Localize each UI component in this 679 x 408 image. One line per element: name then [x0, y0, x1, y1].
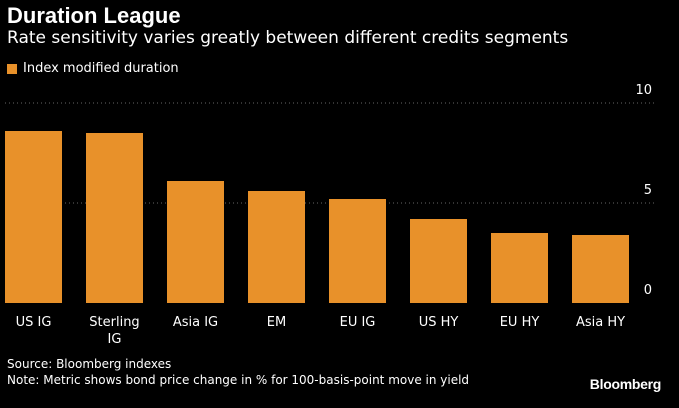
chart-subtitle: Rate sensitivity varies greatly between …	[7, 28, 569, 48]
bar-asia-ig	[167, 181, 224, 303]
legend-swatch	[7, 63, 17, 74]
x-tick-label-em: EM	[267, 315, 286, 330]
x-tick-label-eu-hy: EU HY	[500, 315, 540, 330]
x-tick-label-us-hy: US HY	[419, 315, 459, 330]
bar-us-hy	[410, 219, 467, 303]
x-tick-label-sterling-ig: Sterling IG	[89, 315, 139, 347]
bar-asia-hy	[572, 235, 629, 303]
y-tick-label-0: 0	[644, 283, 652, 298]
methodology-note: Note: Metric shows bond price change in …	[7, 373, 470, 387]
bloomberg-logo: Bloomberg	[589, 376, 662, 392]
legend: Index modified duration	[7, 61, 179, 76]
bar-layer	[5, 131, 629, 303]
y-tick-layer: 0 5 10	[635, 83, 652, 298]
x-tick-layer: US IG Sterling IG Asia IG EM EU IG US HY EU HY A…	[16, 315, 626, 347]
x-tick-label-asia-ig: Asia IG	[173, 315, 218, 330]
x-tick-label-asia-hy: Asia HY	[576, 315, 625, 330]
bar-em	[248, 191, 305, 303]
bar-eu-hy	[491, 233, 548, 303]
y-tick-label-10: 10	[635, 83, 652, 98]
bar-sterling-ig	[86, 133, 143, 303]
y-tick-label-5: 5	[644, 183, 652, 198]
chart-title: Duration League	[7, 3, 181, 28]
bar-eu-ig	[329, 199, 386, 303]
bar-us-ig	[5, 131, 62, 303]
x-tick-label-us-ig: US IG	[16, 315, 52, 330]
x-tick-label-eu-ig: EU IG	[340, 315, 376, 330]
source-note: Source: Bloomberg indexes	[7, 357, 172, 371]
legend-label: Index modified duration	[23, 61, 179, 76]
